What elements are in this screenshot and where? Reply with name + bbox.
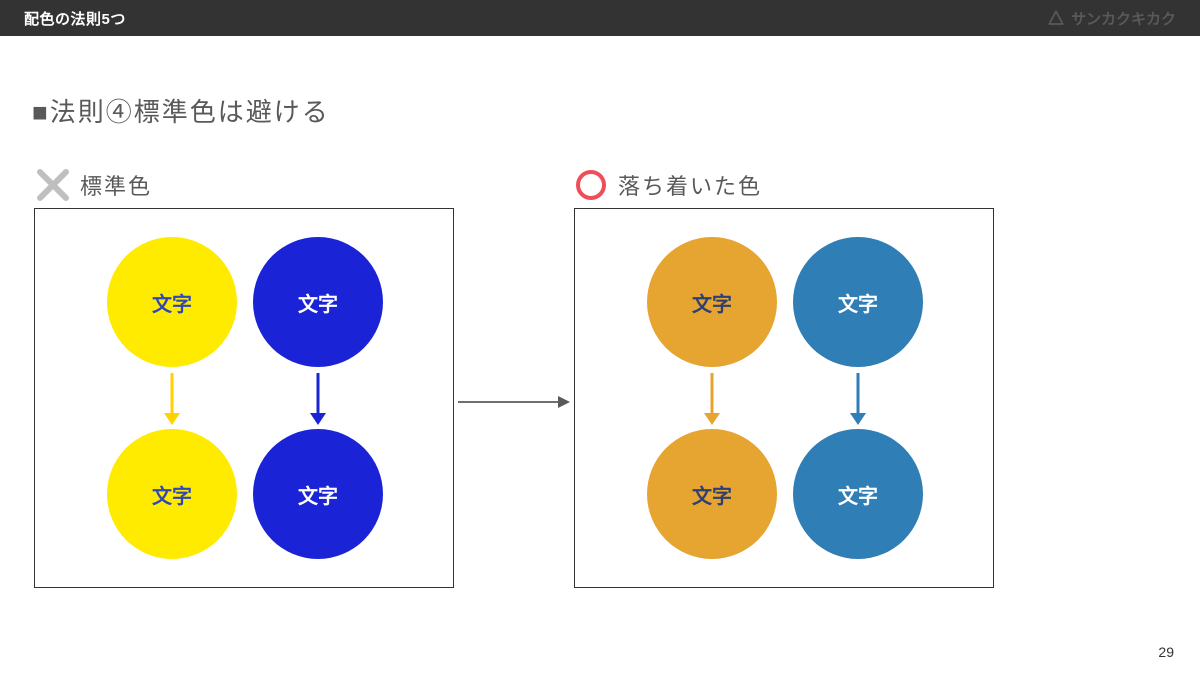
circle-text: 文字 xyxy=(692,288,732,317)
cross-icon xyxy=(36,168,70,202)
down-arrow-icon xyxy=(162,373,182,425)
circle-text: 文字 xyxy=(298,480,338,509)
circle: 文字 xyxy=(647,429,777,559)
circle-text: 文字 xyxy=(838,288,878,317)
circle-text: 文字 xyxy=(152,288,192,317)
circle-icon xyxy=(574,168,608,202)
slide-body: ■法則④標準色は避ける 標準色 落ち着いた色 文字 文字 文字 文字 文字 文字… xyxy=(0,36,1200,676)
brand: サンカクキカク xyxy=(1047,8,1176,29)
brand-text: サンカクキカク xyxy=(1071,8,1176,29)
subtitle: ■法則④標準色は避ける xyxy=(32,92,330,129)
down-arrow-icon xyxy=(702,373,722,425)
right-panel-label: 落ち着いた色 xyxy=(574,168,762,202)
right-arrow-icon xyxy=(458,392,570,412)
right-panel-label-text: 落ち着いた色 xyxy=(618,169,762,201)
slide-header: 配色の法則5つ サンカクキカク xyxy=(0,0,1200,36)
circle: 文字 xyxy=(793,429,923,559)
circle: 文字 xyxy=(107,237,237,367)
circle-text: 文字 xyxy=(152,480,192,509)
circle: 文字 xyxy=(253,429,383,559)
circle: 文字 xyxy=(253,237,383,367)
page-number: 29 xyxy=(1158,644,1174,660)
left-box: 文字 文字 文字 文字 xyxy=(34,208,454,588)
triangle-icon xyxy=(1047,9,1065,27)
left-panel-label-text: 標準色 xyxy=(80,169,152,201)
circle: 文字 xyxy=(793,237,923,367)
left-panel-label: 標準色 xyxy=(36,168,152,202)
circle-text: 文字 xyxy=(838,480,878,509)
right-box: 文字 文字 文字 文字 xyxy=(574,208,994,588)
circle-text: 文字 xyxy=(298,288,338,317)
circle: 文字 xyxy=(107,429,237,559)
down-arrow-icon xyxy=(848,373,868,425)
circle-text: 文字 xyxy=(692,480,732,509)
circle: 文字 xyxy=(647,237,777,367)
header-title: 配色の法則5つ xyxy=(24,8,126,29)
down-arrow-icon xyxy=(308,373,328,425)
